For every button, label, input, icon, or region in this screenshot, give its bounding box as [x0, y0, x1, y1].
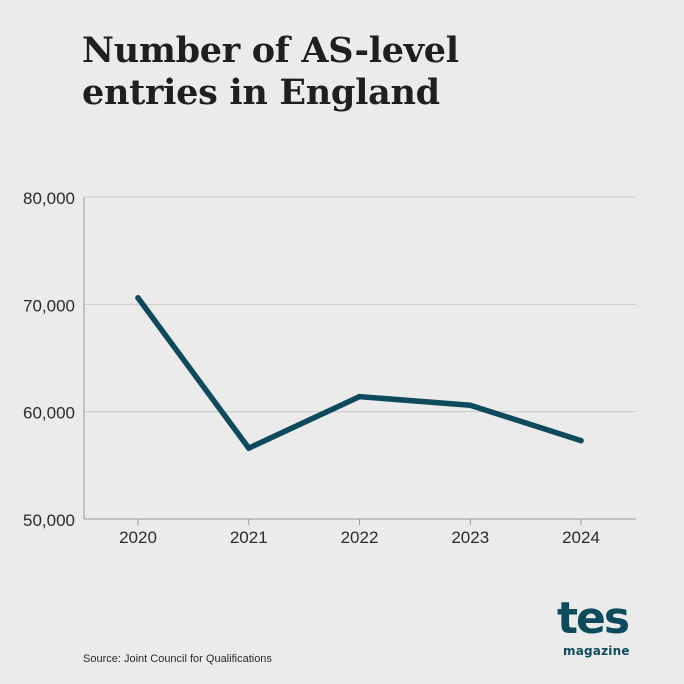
x-tick-label: 2021	[230, 528, 268, 547]
y-tick-label: 80,000	[23, 189, 75, 208]
chart-title: Number of AS-level entries in England	[82, 30, 602, 114]
x-tick-label: 2022	[341, 528, 379, 547]
data-point	[467, 402, 473, 408]
chart-title-line-2: entries in England	[82, 72, 440, 113]
data-point	[356, 393, 363, 400]
logo-wordmark: tes	[557, 593, 630, 644]
source-note: Source: Joint Council for Qualifications	[83, 653, 272, 665]
y-tick-label: 70,000	[23, 296, 75, 315]
y-tick-label: 60,000	[23, 404, 75, 423]
chart-title-line-1: Number of AS-level	[82, 30, 459, 71]
x-tick-label: 2023	[451, 528, 489, 547]
logo-subtitle: magazine	[563, 644, 630, 658]
x-tick-label: 2020	[119, 528, 157, 547]
y-tick-label: 50,000	[23, 511, 75, 530]
data-point	[578, 437, 584, 444]
data-point	[246, 445, 252, 451]
series-line	[135, 295, 584, 451]
data-point	[135, 295, 141, 301]
x-tick-label: 2024	[562, 528, 600, 547]
tes-magazine-logo: tes magazine	[557, 595, 637, 665]
